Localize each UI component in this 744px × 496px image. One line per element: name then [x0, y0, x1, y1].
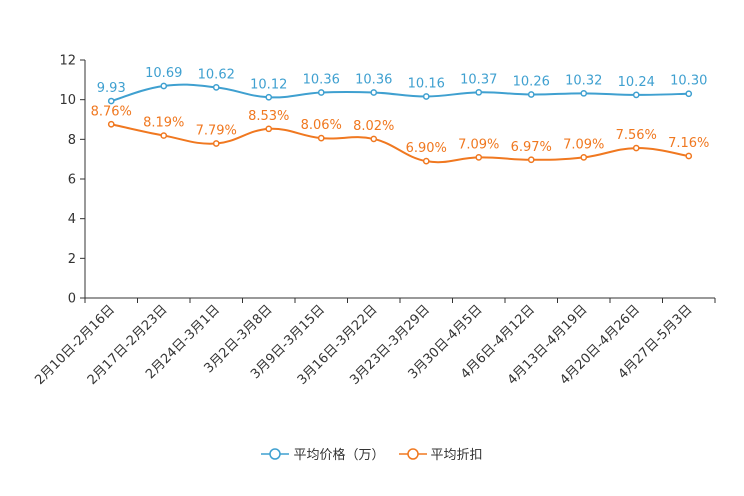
data-label-discount: 7.09%: [563, 137, 604, 152]
data-point-price[interactable]: [317, 89, 325, 96]
data-label-price: 9.93: [97, 81, 126, 96]
data-point-price[interactable]: [212, 84, 220, 91]
data-label-discount: 6.90%: [406, 141, 447, 156]
data-point-price[interactable]: [685, 90, 693, 98]
legend-price-marker-icon: [261, 447, 290, 460]
data-point-price[interactable]: [370, 89, 378, 96]
data-label-discount: 7.79%: [196, 123, 237, 138]
y-tick-label: 10: [59, 93, 76, 108]
data-label-discount: 8.53%: [248, 109, 289, 124]
data-label-price: 10.37: [460, 72, 497, 87]
data-point-discount[interactable]: [370, 135, 378, 143]
legend: 平均价格（万） 平均折扣: [0, 444, 744, 463]
data-label-price: 10.16: [408, 76, 445, 91]
data-point-price[interactable]: [580, 89, 588, 97]
y-axis: 0 2 4 6 8 10 12: [59, 54, 86, 307]
series-discount: 8.76% 8.19% 7.79% 8.53% 8.06% 8.02% 6.90% 7.09%…: [91, 104, 709, 165]
series-layer: 9.93 10.69 10.62 10.12 10.36 10.36 10.16 10.37 1…: [91, 66, 709, 165]
data-label-price: 10.62: [198, 67, 235, 82]
data-label-discount: 8.76%: [91, 104, 132, 119]
legend-item-discount[interactable]: 平均折扣: [398, 444, 483, 463]
data-point-price[interactable]: [527, 91, 535, 98]
y-tick-label: 12: [59, 54, 76, 69]
data-label-price: 10.26: [513, 75, 550, 90]
data-label-discount: 8.02%: [353, 119, 394, 134]
data-point-discount[interactable]: [632, 144, 640, 152]
data-point-discount[interactable]: [317, 134, 325, 142]
data-label-discount: 8.19%: [143, 116, 184, 131]
data-point-price[interactable]: [475, 88, 483, 96]
data-point-discount[interactable]: [160, 132, 168, 139]
legend-item-price[interactable]: 平均价格（万）: [261, 444, 385, 463]
legend-discount-marker-icon: [398, 447, 427, 460]
data-point-discount[interactable]: [212, 140, 220, 147]
x-axis: 2月10日-2月16日2月17日-2月23日2月24日-3月1日3月2日-3月8…: [32, 297, 716, 388]
data-label-discount: 8.06%: [301, 118, 342, 133]
data-point-price[interactable]: [107, 97, 115, 105]
data-label-price: 10.36: [355, 73, 392, 88]
series-discount-line: [111, 123, 689, 164]
legend-label-price: 平均价格（万）: [293, 448, 385, 463]
data-point-discount[interactable]: [685, 152, 693, 160]
data-label-price: 10.36: [303, 73, 340, 88]
data-label-discount: 7.56%: [616, 128, 657, 143]
data-label-discount: 7.09%: [458, 137, 499, 152]
data-label-price: 10.30: [670, 74, 707, 89]
data-point-price[interactable]: [160, 82, 168, 90]
data-point-discount[interactable]: [422, 157, 430, 165]
data-label-price: 10.12: [250, 77, 287, 92]
data-point-price[interactable]: [265, 93, 273, 101]
data-point-discount[interactable]: [527, 156, 535, 164]
data-label-price: 10.24: [618, 75, 655, 90]
data-point-price[interactable]: [422, 93, 430, 100]
y-tick-label: 2: [68, 252, 76, 267]
data-label-price: 10.69: [145, 66, 182, 81]
data-point-price[interactable]: [632, 91, 640, 99]
data-label-discount: 7.16%: [668, 136, 709, 151]
legend-label-discount: 平均折扣: [430, 448, 483, 463]
data-label-discount: 6.97%: [511, 140, 552, 155]
data-point-discount[interactable]: [580, 154, 588, 161]
y-tick-label: 8: [68, 133, 76, 148]
data-point-discount[interactable]: [475, 154, 483, 161]
series-price: 9.93 10.69 10.62 10.12 10.36 10.36 10.16 10.37 1…: [97, 66, 707, 105]
data-label-price: 10.32: [565, 73, 602, 88]
data-point-discount[interactable]: [265, 125, 273, 133]
y-tick-label: 6: [68, 173, 76, 188]
y-tick-label: 0: [68, 292, 76, 307]
series-price-line: [110, 83, 689, 103]
data-point-discount[interactable]: [107, 120, 115, 128]
y-tick-label: 4: [68, 212, 76, 227]
